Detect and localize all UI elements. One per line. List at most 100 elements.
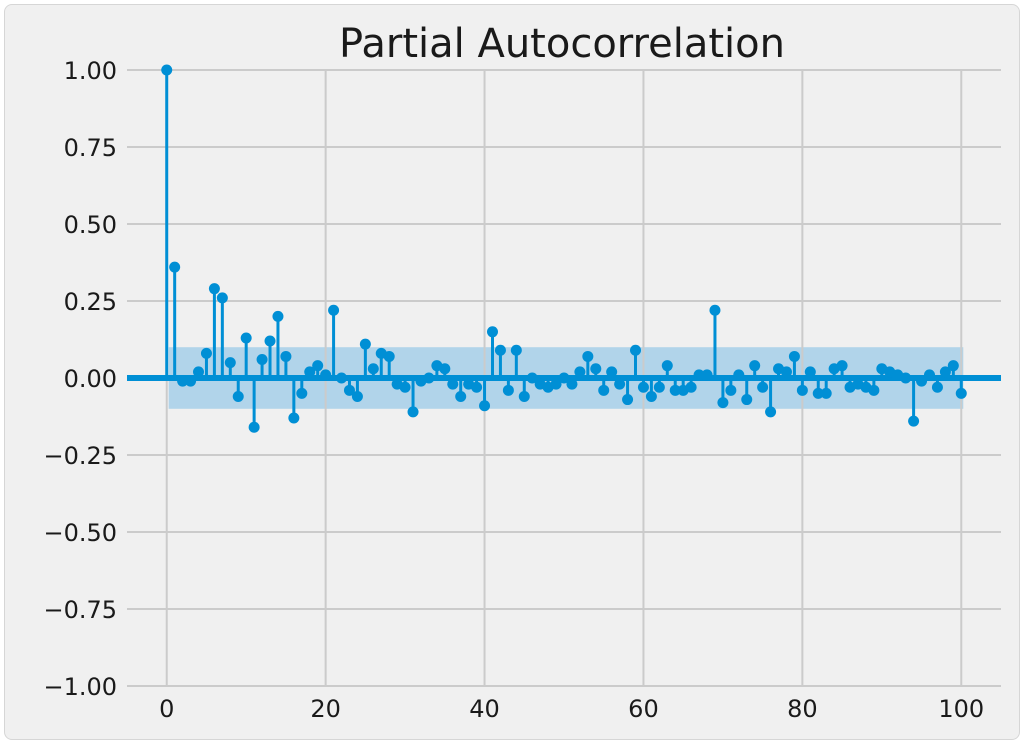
stem-marker bbox=[908, 415, 920, 427]
stem-marker bbox=[701, 369, 713, 381]
y-tick-label: −0.25 bbox=[43, 442, 117, 470]
stem-marker bbox=[653, 381, 665, 393]
stem-marker bbox=[193, 366, 205, 378]
stem-marker bbox=[630, 344, 642, 356]
stem-marker bbox=[812, 387, 824, 399]
stem-marker bbox=[185, 375, 197, 387]
stem-marker bbox=[351, 390, 363, 402]
stem-marker bbox=[510, 344, 522, 356]
stem-marker bbox=[343, 384, 355, 396]
stem-marker bbox=[637, 381, 649, 393]
stem-marker bbox=[200, 347, 212, 359]
stem-marker bbox=[614, 378, 626, 390]
stem-marker bbox=[733, 369, 745, 381]
stem-marker bbox=[494, 344, 506, 356]
stem-marker bbox=[931, 381, 943, 393]
x-tick-label: 20 bbox=[310, 695, 341, 723]
stem-marker bbox=[455, 390, 467, 402]
stem-marker bbox=[383, 350, 395, 362]
stem-marker bbox=[359, 338, 371, 350]
stem-marker bbox=[367, 363, 379, 375]
stem-marker bbox=[216, 292, 228, 304]
stem-marker bbox=[471, 381, 483, 393]
stem-marker bbox=[796, 384, 808, 396]
stem-marker bbox=[590, 363, 602, 375]
x-tick-label: 0 bbox=[159, 695, 174, 723]
chart-title: Partial Autocorrelation bbox=[339, 21, 785, 67]
stem-marker bbox=[240, 332, 252, 344]
x-tick-label: 60 bbox=[628, 695, 659, 723]
stem-marker bbox=[574, 366, 586, 378]
stem-marker bbox=[169, 261, 181, 273]
stem-marker bbox=[900, 372, 912, 384]
stem-marker bbox=[622, 394, 634, 406]
stem-marker bbox=[558, 372, 570, 384]
stem-marker bbox=[582, 350, 594, 362]
stem-marker bbox=[296, 387, 308, 399]
stem-marker bbox=[566, 378, 578, 390]
stem-marker bbox=[447, 378, 459, 390]
stem-marker bbox=[693, 369, 705, 381]
stem-marker bbox=[804, 366, 816, 378]
stem-marker bbox=[939, 366, 951, 378]
stem-marker bbox=[518, 390, 530, 402]
stem-marker bbox=[248, 421, 260, 433]
y-tick-label: −1.00 bbox=[43, 673, 117, 701]
stem-marker bbox=[669, 384, 681, 396]
y-tick-label: −0.75 bbox=[43, 596, 117, 624]
y-tick-label: 1.00 bbox=[64, 57, 117, 85]
stem-marker bbox=[947, 360, 959, 372]
stem-marker bbox=[502, 384, 514, 396]
stem-marker bbox=[550, 378, 562, 390]
stem-marker bbox=[399, 381, 411, 393]
stem-marker bbox=[606, 366, 618, 378]
stem-marker bbox=[304, 366, 316, 378]
stem-marker bbox=[923, 369, 935, 381]
stem-marker bbox=[709, 304, 721, 316]
stem-marker bbox=[749, 360, 761, 372]
stem-marker bbox=[661, 360, 673, 372]
stem-marker bbox=[479, 400, 491, 412]
stem-marker bbox=[312, 360, 324, 372]
stem-marker bbox=[685, 381, 697, 393]
stem-marker bbox=[328, 304, 340, 316]
y-tick-label: 0.00 bbox=[64, 365, 117, 393]
stem-marker bbox=[788, 350, 800, 362]
x-tick-label: 100 bbox=[938, 695, 984, 723]
stem-marker bbox=[288, 412, 300, 424]
stem-marker bbox=[741, 394, 753, 406]
stem-marker bbox=[765, 406, 777, 418]
stem-marker bbox=[645, 390, 657, 402]
stem-marker bbox=[336, 372, 348, 384]
stem-marker bbox=[598, 384, 610, 396]
stem-marker bbox=[955, 387, 967, 399]
stem-marker bbox=[780, 366, 792, 378]
y-tick-label: 0.75 bbox=[64, 134, 117, 162]
stem-marker bbox=[820, 387, 832, 399]
x-tick-label: 80 bbox=[787, 695, 818, 723]
stem-marker bbox=[717, 397, 729, 409]
stem-marker bbox=[407, 406, 419, 418]
stem-marker bbox=[264, 335, 276, 347]
x-tick-label: 40 bbox=[469, 695, 500, 723]
y-tick-label: 0.50 bbox=[64, 211, 117, 239]
stem-marker bbox=[177, 375, 189, 387]
stem-marker bbox=[224, 357, 236, 369]
stem-marker bbox=[320, 369, 332, 381]
stem-marker bbox=[836, 360, 848, 372]
stem-marker bbox=[161, 64, 173, 76]
y-tick-label: 0.25 bbox=[64, 288, 117, 316]
stem-marker bbox=[232, 390, 244, 402]
stem-marker bbox=[526, 372, 538, 384]
stem-marker bbox=[256, 354, 268, 366]
stem-marker bbox=[757, 381, 769, 393]
stem-marker bbox=[272, 310, 284, 322]
pacf-chart: 1.00 0.75 0.50 0.25 0.00 −0.25 −0.50 −0.75 −1.00… bbox=[43, 21, 1001, 723]
chart-figure: 1.00 0.75 0.50 0.25 0.00 −0.25 −0.50 −0.75 −1.00… bbox=[4, 4, 1020, 740]
stem-marker bbox=[916, 375, 928, 387]
stem-marker bbox=[868, 384, 880, 396]
stem-marker bbox=[486, 326, 498, 338]
stem-marker bbox=[725, 384, 737, 396]
stem-marker bbox=[439, 363, 451, 375]
stem-marker bbox=[208, 283, 220, 295]
